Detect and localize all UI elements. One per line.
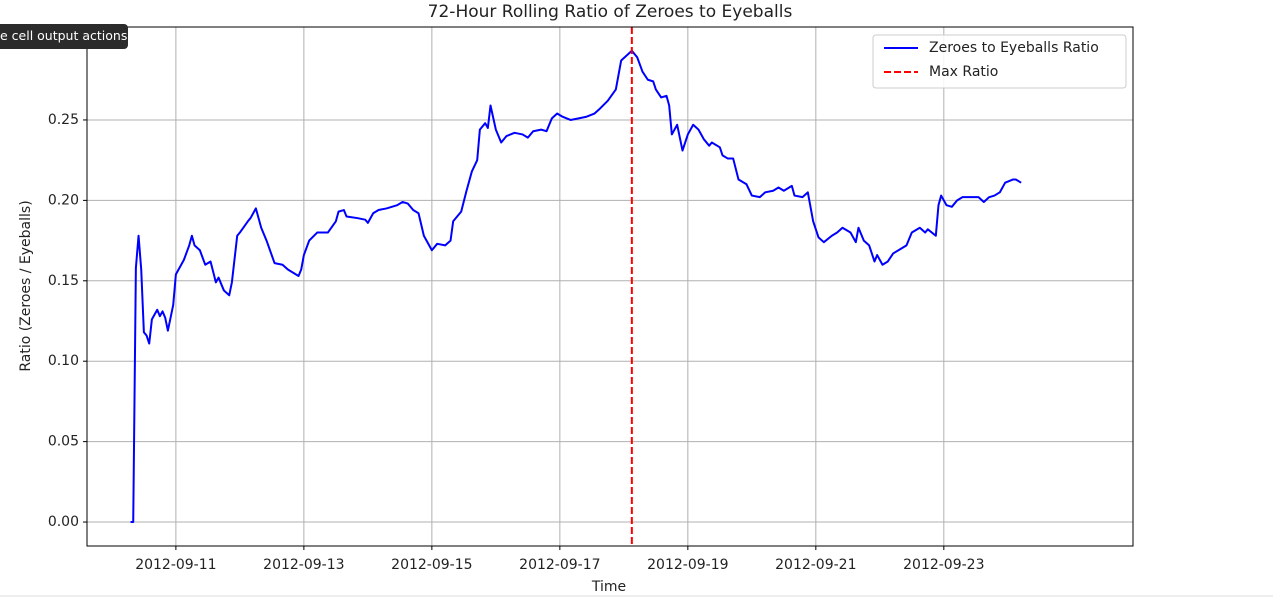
y-tick-label: 0.00 [48,514,79,530]
x-tick-label: 2012-09-21 [775,557,856,573]
grid-layer [87,27,1133,546]
x-tick-label: 2012-09-13 [263,557,344,573]
x-axis-label: Time [591,579,626,595]
plot-area [87,27,1133,546]
legend-label: Zeroes to Eyeballs Ratio [929,40,1099,56]
legend-box [872,34,1127,89]
legend-label: Max Ratio [929,64,998,80]
data-layer [130,27,1022,546]
y-tick-label: 0.05 [48,434,79,450]
y-axis-label: Ratio (Zeroes / Eyeballs) [18,200,34,371]
y-tick-label: 0.25 [48,112,79,128]
x-tick-label: 2012-09-15 [391,557,472,573]
x-tick-label: 2012-09-23 [903,557,984,573]
plot-frame [86,26,1134,547]
x-tick-label: 2012-09-17 [519,557,600,573]
y-tick-label: 0.20 [48,192,79,208]
data-line [130,49,1022,524]
x-tick-label: 2012-09-11 [135,557,216,573]
y-tick-label: 0.15 [48,273,79,289]
y-tick-label: 0.10 [48,353,79,369]
x-tick-label: 2012-09-19 [647,557,728,573]
legend: Zeroes to Eyeballs Ratio Max Ratio [872,34,1127,89]
chart-title: 72-Hour Rolling Ratio of Zeroes to Eyeba… [428,2,793,22]
tooltip-text: e cell output actions [0,28,127,43]
tooltip-box [0,24,128,49]
